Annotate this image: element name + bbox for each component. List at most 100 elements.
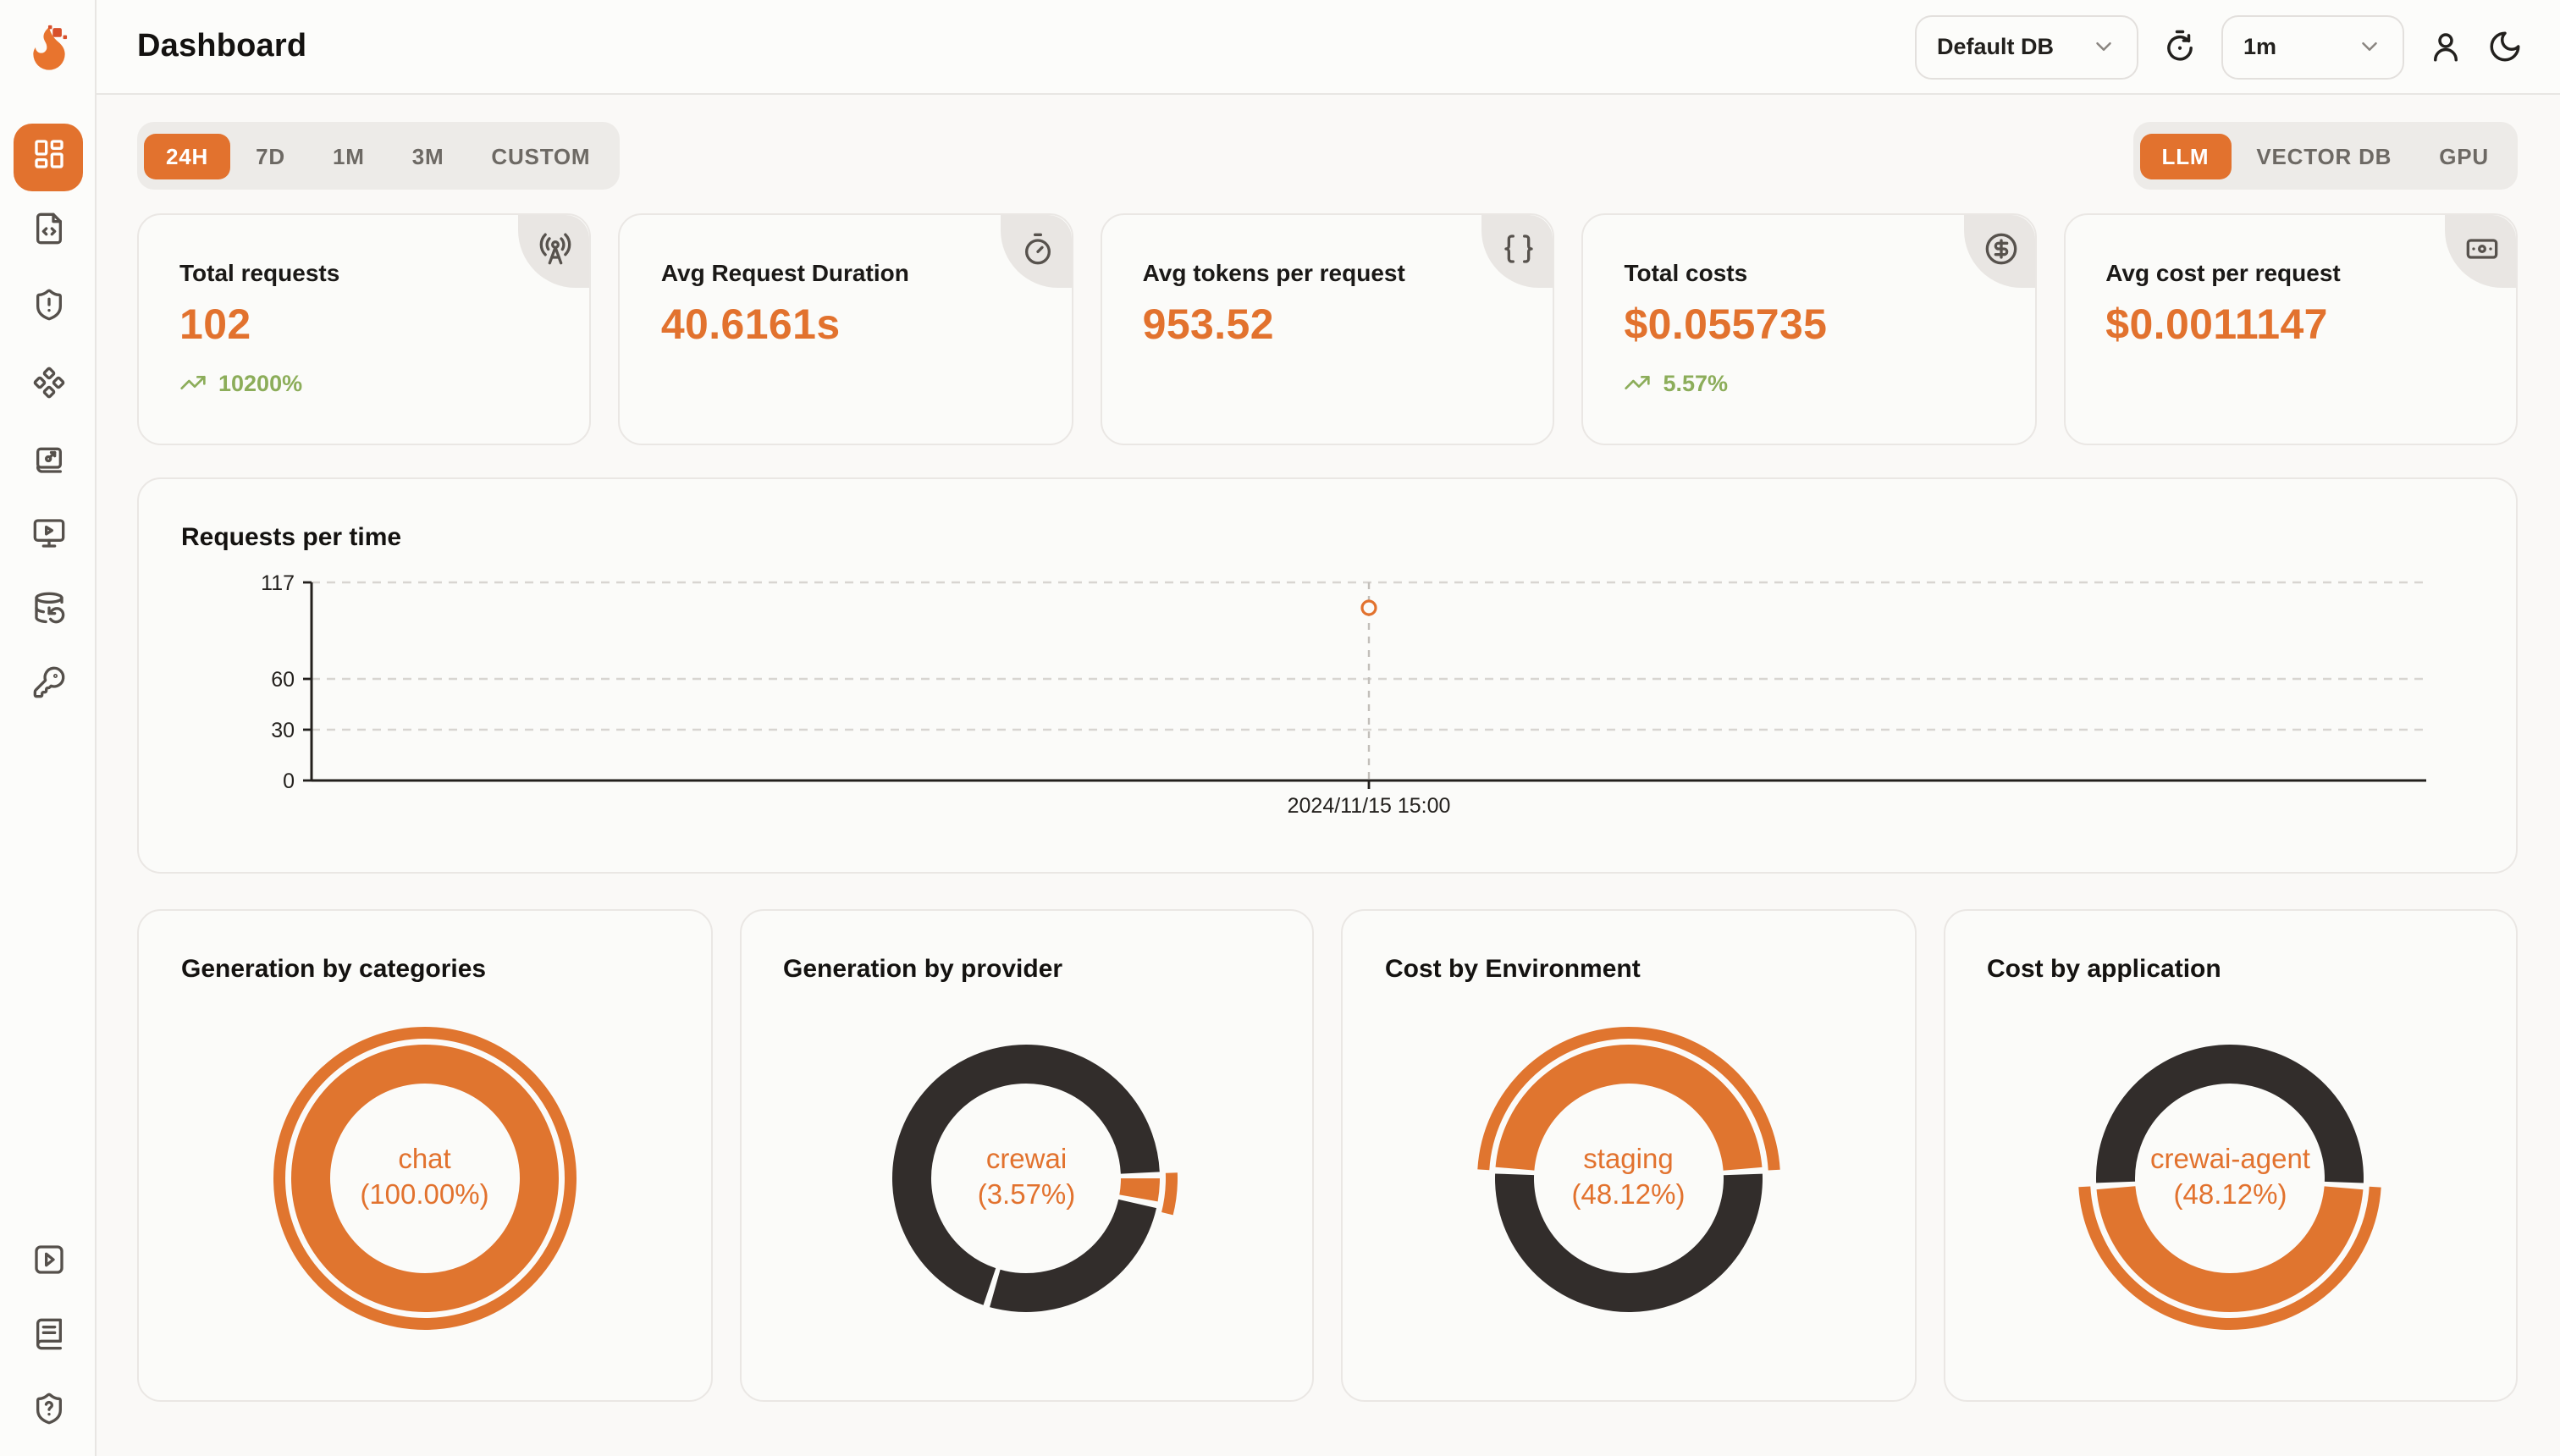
- stopwatch-icon: [1024, 233, 1051, 265]
- tab-vector-db[interactable]: VECTOR DB: [2256, 143, 2392, 168]
- history-icon[interactable]: [2162, 29, 2198, 64]
- stat-value: 953.52: [1142, 301, 1274, 349]
- database-select-value: Default DB: [1937, 34, 2055, 59]
- donut-card-generation-by-provider: Generation by provider crewai (3.57%): [739, 909, 1314, 1402]
- donut-title: Cost by application: [1987, 955, 2221, 984]
- donut-segment[interactable]: [290, 1045, 559, 1312]
- donut-segment[interactable]: [892, 1045, 1161, 1312]
- tab-24h[interactable]: 24H: [144, 133, 231, 179]
- sidebar-item-playground[interactable]: [14, 508, 83, 565]
- data-point[interactable]: [1360, 599, 1377, 616]
- dashboard-grid-icon: [31, 136, 65, 179]
- stat-card-avg-tokens: Avg tokens per request 953.52: [1100, 213, 1555, 445]
- main-content: 24H 7D 1M 3M CUSTOM LLM VECTOR DB GPU To…: [97, 95, 2560, 1456]
- donut-title: Generation by provider: [783, 955, 1063, 984]
- stat-label: Total costs: [1624, 259, 1748, 286]
- sidebar-item-support[interactable]: [14, 1383, 83, 1441]
- y-tick-label: 60: [271, 668, 295, 692]
- sidebar-item-datasets[interactable]: [14, 582, 83, 640]
- interval-select-value: 1m: [2243, 34, 2277, 59]
- y-tick-label: 117: [261, 571, 295, 595]
- tab-gpu[interactable]: GPU: [2439, 143, 2489, 168]
- stat-label: Avg tokens per request: [1142, 259, 1405, 286]
- donut-title: Cost by Environment: [1385, 955, 1641, 984]
- donut-title: Generation by categories: [181, 955, 487, 984]
- evaluation-board-icon: [31, 441, 65, 483]
- sidebar-item-integrations[interactable]: [14, 357, 83, 415]
- stat-value: $0.0011147: [2105, 301, 2328, 349]
- sidebar-item-docs[interactable]: [14, 1309, 83, 1366]
- donut-cards-row: Generation by categories chat (100.00%) …: [137, 909, 2518, 1402]
- sidebar-item-security[interactable]: [14, 279, 83, 337]
- app-logo-flame-icon[interactable]: [17, 15, 81, 80]
- x-tick-label: 2024/11/15 15:00: [1288, 794, 1451, 818]
- y-tick-label: 30: [271, 719, 295, 742]
- sidebar-item-dashboard[interactable]: [14, 124, 83, 191]
- shield-question-icon: [31, 1391, 65, 1433]
- donut-chart[interactable]: crewai-agent (48.12%): [2070, 1018, 2392, 1339]
- stat-card-total-requests: Total requests 102 10200%: [137, 213, 592, 445]
- source-tabs: LLM VECTOR DB GPU: [2132, 122, 2518, 190]
- donut-svg: [273, 1027, 577, 1330]
- stat-value: 102: [179, 301, 251, 349]
- time-range-tabs: 24H 7D 1M 3M CUSTOM: [137, 122, 620, 190]
- tab-3m[interactable]: 3M: [411, 143, 444, 168]
- line-chart-svg: 0 30 60 117 2024/11/15 15:00: [261, 571, 2426, 818]
- tab-llm[interactable]: LLM: [2139, 133, 2232, 179]
- donut-highlight-arc: [273, 1027, 577, 1330]
- shield-alert-icon: [31, 287, 65, 329]
- donut-segment[interactable]: [2096, 1045, 2364, 1312]
- stat-cards-row: Total requests 102 10200% Avg Request Du…: [137, 213, 2519, 445]
- stat-label: Avg cost per request: [2105, 259, 2341, 286]
- stat-trend: 10200%: [179, 369, 549, 396]
- donut-svg: [1476, 1027, 1780, 1330]
- stat-label: Avg Request Duration: [660, 259, 909, 286]
- braces-icon: [1504, 234, 1534, 263]
- sidebar-item-traces[interactable]: [14, 203, 83, 261]
- donut-chart[interactable]: crewai (3.57%): [866, 1018, 1188, 1339]
- monitor-play-icon: [31, 516, 65, 558]
- stat-card-avg-cost: Avg cost per request $0.0011147: [2063, 213, 2519, 445]
- file-code-icon: [31, 211, 65, 253]
- tab-7d[interactable]: 7D: [256, 143, 285, 168]
- moon-icon[interactable]: [2487, 29, 2523, 64]
- header: Dashboard Default DB 1m: [97, 0, 2560, 95]
- stat-trend: 5.57%: [1624, 369, 1994, 396]
- database-select[interactable]: Default DB: [1915, 14, 2138, 79]
- donut-segment[interactable]: [1494, 1045, 1763, 1312]
- tab-custom[interactable]: CUSTOM: [491, 143, 591, 168]
- donut-segment[interactable]: [890, 1041, 1163, 1315]
- donut-chart[interactable]: chat (100.00%): [264, 1018, 586, 1339]
- sidebar-item-evaluations[interactable]: [14, 433, 83, 491]
- donut-svg: [2078, 1027, 2382, 1330]
- square-play-icon: [31, 1242, 65, 1284]
- stat-value: 40.6161s: [660, 301, 841, 349]
- stat-card-avg-duration: Avg Request Duration 40.6161s: [618, 213, 1073, 445]
- requests-line-chart[interactable]: 0 30 60 117 2024/11/15 15:00: [139, 479, 2516, 872]
- sidebar: [0, 0, 97, 1456]
- book-icon: [31, 1316, 65, 1359]
- database-backup-icon: [31, 590, 65, 632]
- banknote-icon: [2466, 239, 2498, 259]
- donut-card-cost-by-environment: Cost by Environment staging (48.12%): [1341, 909, 1916, 1402]
- chevron-down-icon: [2362, 42, 2377, 51]
- sidebar-item-demos[interactable]: [14, 1234, 83, 1292]
- stat-label: Total requests: [179, 259, 340, 286]
- tab-1m[interactable]: 1M: [332, 143, 365, 168]
- donut-card-cost-by-application: Cost by application crewai-agent (48.12%…: [1943, 909, 2518, 1402]
- circle-dollar-icon: [1984, 233, 2017, 265]
- user-icon[interactable]: [2428, 29, 2463, 64]
- chevron-down-icon: [2096, 42, 2111, 51]
- stat-value: $0.055735: [1624, 301, 1828, 349]
- trending-up-icon: [180, 376, 206, 389]
- trending-up-icon: [1625, 376, 1651, 389]
- donut-segment[interactable]: [881, 1034, 1171, 1323]
- page-title: Dashboard: [137, 28, 307, 63]
- interval-select[interactable]: 1m: [2221, 14, 2404, 79]
- donut-card-generation-by-categories: Generation by categories chat (100.00%): [137, 909, 712, 1402]
- donut-svg: [874, 1027, 1178, 1330]
- y-tick-label: 0: [283, 769, 295, 793]
- sidebar-item-api-keys[interactable]: [14, 657, 83, 714]
- donut-chart[interactable]: staging (48.12%): [1468, 1018, 1790, 1339]
